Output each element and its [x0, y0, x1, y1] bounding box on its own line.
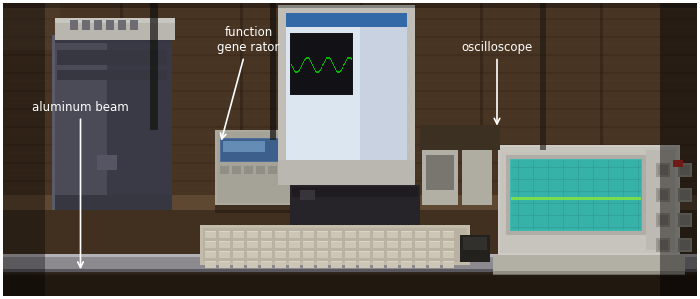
Text: aluminum beam: aluminum beam — [32, 101, 129, 267]
Text: function
gene rator: function gene rator — [217, 26, 280, 139]
Text: oscilloscope: oscilloscope — [461, 41, 533, 124]
